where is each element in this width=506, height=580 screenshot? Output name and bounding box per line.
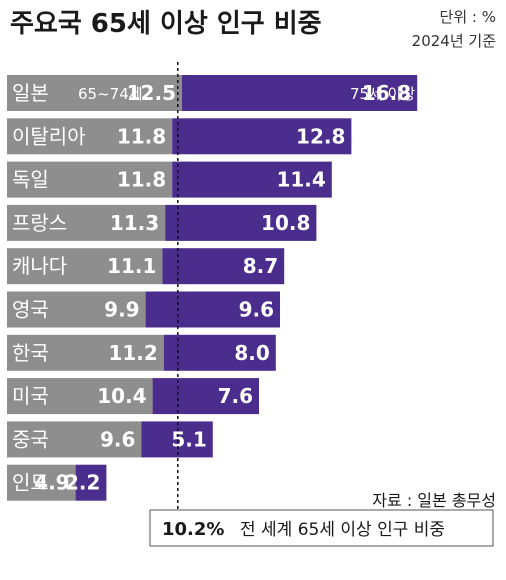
- value-label-75-plus-4: 8.7: [243, 254, 278, 278]
- reference-value: 10.2%: [162, 519, 224, 540]
- year-label: 2024년 기준: [412, 32, 497, 50]
- legend-label-75-plus: 75세 이상: [350, 85, 415, 103]
- category-label-0: 일본: [12, 81, 49, 105]
- bar-75-plus-7: [152, 378, 259, 415]
- value-label-75-plus-7: 7.6: [218, 384, 253, 408]
- category-label-6: 한국: [12, 341, 49, 365]
- bar-65-74-5: [7, 291, 146, 328]
- value-label-65-74-6: 11.2: [108, 341, 157, 365]
- bar-65-74-1: [7, 118, 173, 155]
- category-label-8: 중국: [12, 427, 49, 451]
- value-label-65-74-2: 11.8: [117, 168, 166, 192]
- value-label-65-74-3: 11.3: [110, 211, 159, 235]
- category-label-7: 미국: [12, 384, 49, 408]
- bar-75-plus-6: [163, 334, 276, 371]
- value-label-65-74-4: 11.1: [107, 254, 156, 278]
- bar-65-74-0: [7, 75, 182, 111]
- bar-75-plus-1: [172, 118, 352, 155]
- category-label-2: 독일: [12, 168, 49, 192]
- bar-65-74-6: [7, 334, 164, 371]
- legend-label-65-74: 65~74세: [78, 85, 143, 103]
- bar-65-74-3: [7, 204, 166, 241]
- category-label-3: 프랑스: [12, 211, 67, 235]
- value-label-65-74-8: 9.6: [100, 427, 135, 451]
- value-label-75-plus-5: 9.6: [239, 298, 274, 322]
- value-label-65-74-9: 4.9: [34, 471, 69, 495]
- value-label-75-plus-9: 2.2: [65, 471, 100, 495]
- reference-box: [149, 509, 494, 547]
- bar-65-74-7: [7, 378, 153, 415]
- value-label-65-74-1: 11.8: [117, 124, 166, 148]
- value-label-65-74-5: 9.9: [104, 298, 139, 322]
- bar-75-plus-3: [165, 204, 317, 241]
- value-label-75-plus-8: 5.1: [171, 427, 206, 451]
- bar-75-plus-9: [75, 464, 107, 501]
- bar-65-74-9: [7, 464, 76, 501]
- value-label-75-plus-2: 11.4: [276, 168, 325, 192]
- source-label: 자료 : 일본 총무성: [372, 491, 496, 510]
- bar-65-74-8: [7, 421, 142, 458]
- value-label-65-74-7: 10.4: [97, 384, 146, 408]
- unit-label: 단위 : %: [440, 8, 496, 26]
- value-label-65-74-0: 12.5: [127, 81, 176, 105]
- bar-75-plus-8: [141, 421, 213, 458]
- bar-75-plus-0: [182, 75, 418, 111]
- value-label-75-plus-0: 16.8: [362, 81, 411, 105]
- bar-65-74-4: [7, 248, 163, 285]
- bar-75-plus-2: [172, 161, 332, 198]
- bar-65-74-2: [7, 161, 173, 198]
- category-label-9: 인도: [12, 471, 49, 495]
- category-label-5: 영국: [12, 298, 49, 322]
- reference-label: 전 세계 65세 이상 인구 비중: [240, 520, 445, 540]
- category-label-1: 이탈리아: [12, 124, 86, 148]
- chart-title: 주요국 65세 이상 인구 비중: [10, 9, 322, 39]
- bar-75-plus-5: [145, 291, 280, 328]
- value-label-75-plus-1: 12.8: [296, 124, 345, 148]
- value-label-75-plus-6: 8.0: [234, 341, 269, 365]
- category-label-4: 캐나다: [12, 254, 67, 278]
- bar-75-plus-4: [162, 248, 285, 285]
- value-label-75-plus-3: 10.8: [261, 211, 310, 235]
